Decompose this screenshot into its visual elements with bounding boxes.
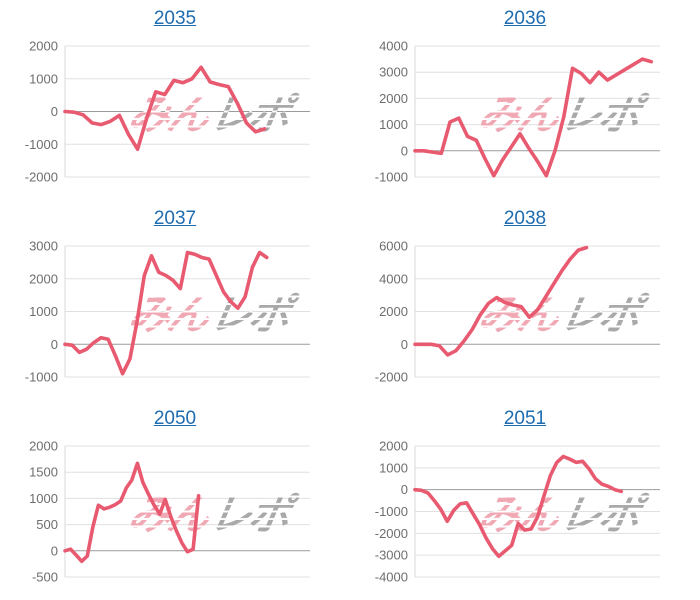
chart-title-link-4[interactable]: 2038 — [503, 208, 547, 229]
y-tick-label: -2000 — [375, 526, 408, 541]
chart-title-row-4: 2038 — [350, 208, 700, 230]
chart-title-link-5[interactable]: 2050 — [153, 408, 197, 429]
y-tick-label: 2000 — [29, 271, 58, 286]
chart-cell-1: 2035 2000 1000 0 -1000 -2000 みん レポ — [0, 0, 350, 200]
watermark-pink-text: みん — [475, 491, 566, 538]
y-tick-label: 0 — [401, 143, 408, 158]
y-tick-label: -1000 — [375, 504, 408, 519]
series-line — [63, 65, 267, 151]
y-tick-label: 3000 — [29, 239, 58, 254]
y-tick-label: -1000 — [375, 170, 408, 185]
series-line — [413, 245, 589, 357]
chart-title-link-1[interactable]: 2035 — [153, 8, 197, 29]
chart-title-link-3[interactable]: 2037 — [153, 208, 197, 229]
chart-title-link-2[interactable]: 2036 — [503, 8, 547, 29]
y-tick-label: 2000 — [29, 39, 58, 54]
chart-cell-4: 2038 6000 4000 2000 0 -2000 みん レポ — [350, 200, 700, 400]
y-tick-label: 2000 — [379, 91, 408, 106]
y-tick-label: 1000 — [29, 491, 58, 506]
y-tick-label: -2000 — [375, 370, 408, 385]
y-tick-label: 500 — [36, 517, 58, 532]
series-line — [63, 250, 269, 376]
y-tick-label: 1000 — [29, 304, 58, 319]
chart-title-link-6[interactable]: 2051 — [503, 408, 547, 429]
y-tick-label: 4000 — [379, 39, 408, 54]
watermark-gray-text: レポ — [206, 291, 302, 338]
y-tick-label: 0 — [401, 337, 408, 352]
y-tick-label: 1000 — [379, 117, 408, 132]
y-tick-label: 1000 — [379, 460, 408, 475]
watermark-pink-text: みん — [475, 291, 566, 338]
chart-cell-2: 2036 4000 3000 2000 1000 0 -1000 みん レポ — [350, 0, 700, 200]
y-tick-label: -1000 — [25, 370, 58, 385]
y-tick-label: 0 — [401, 482, 408, 497]
chart-title-row-1: 2035 — [0, 8, 350, 30]
watermark-pink-text: みん — [475, 91, 566, 138]
y-tick-label: -4000 — [375, 570, 408, 585]
y-tick-label: 2000 — [379, 304, 408, 319]
y-tick-label: 0 — [51, 543, 58, 558]
y-tick-label: 3000 — [379, 65, 408, 80]
y-tick-label: 1500 — [29, 465, 58, 480]
series-line — [413, 57, 654, 178]
watermark-gray-text: レポ — [556, 491, 652, 538]
chart-cell-5: 2050 2000 1500 1000 500 0 -500 みん レポ — [0, 400, 350, 600]
chart-title-row-5: 2050 — [0, 408, 350, 430]
y-tick-label: 2000 — [379, 439, 408, 454]
watermark-gray-text: レポ — [206, 491, 302, 538]
y-tick-label: 2000 — [29, 439, 58, 454]
chart-title-row-2: 2036 — [350, 8, 700, 30]
y-tick-label: -1000 — [25, 137, 58, 152]
y-tick-label: -3000 — [375, 548, 408, 563]
watermark-gray-text: レポ — [556, 91, 652, 138]
chart-title-row-6: 2051 — [350, 408, 700, 430]
series-line — [63, 461, 201, 564]
y-tick-label: 0 — [51, 104, 58, 119]
y-tick-label: 6000 — [379, 239, 408, 254]
y-tick-label: 4000 — [379, 271, 408, 286]
y-tick-label: -2000 — [25, 170, 58, 185]
chart-cell-6: 2051 2000 1000 0 -1000 -2000 -3000 -4000 みん レポ — [350, 400, 700, 600]
series-line — [413, 454, 624, 559]
watermark-pink-text: みん — [125, 91, 216, 138]
y-tick-label: 1000 — [29, 71, 58, 86]
watermark-gray-text: レポ — [556, 291, 652, 338]
y-tick-label: -500 — [32, 570, 58, 585]
chart-cell-3: 2037 3000 2000 1000 0 -1000 みん レポ — [0, 200, 350, 400]
chart-title-row-3: 2037 — [0, 208, 350, 230]
y-tick-label: 0 — [51, 337, 58, 352]
